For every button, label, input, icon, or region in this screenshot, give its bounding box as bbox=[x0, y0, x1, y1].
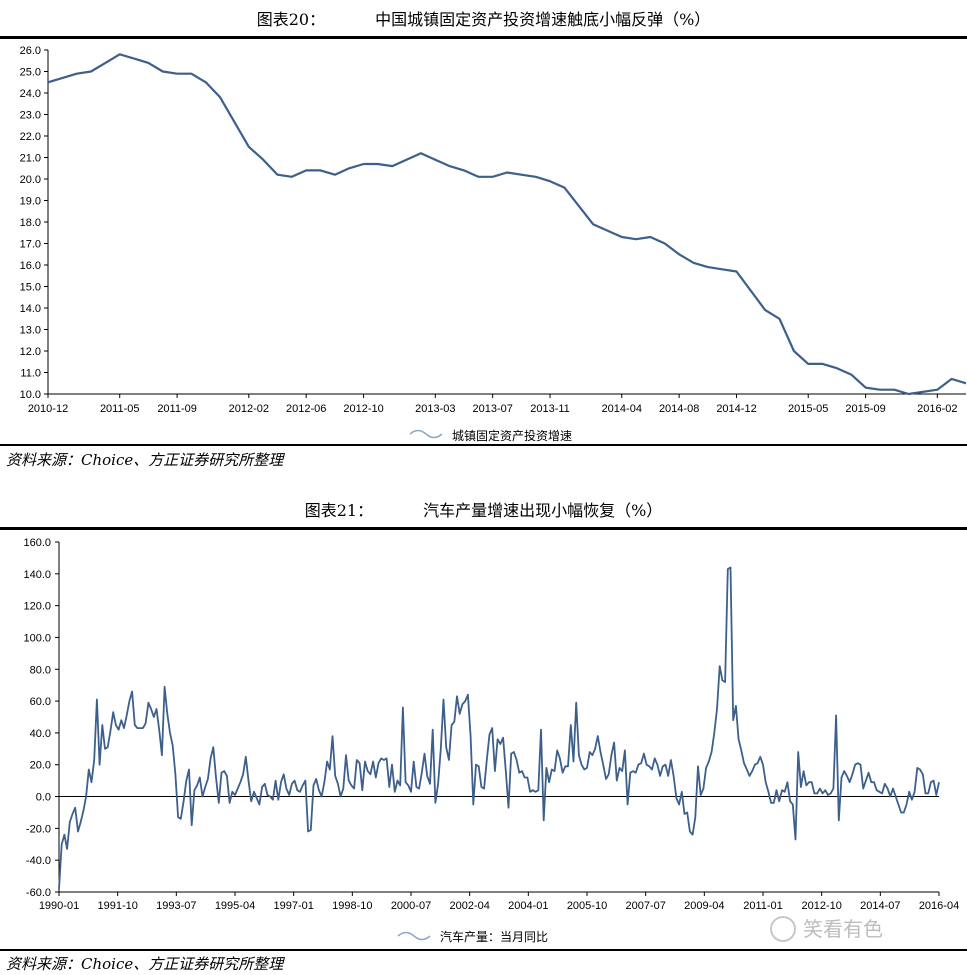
y-tick-label: 20.0 bbox=[20, 174, 41, 186]
x-tick-label: 1998-10 bbox=[332, 900, 372, 912]
x-tick-label: 1991-10 bbox=[97, 900, 137, 912]
x-tick-label: 2013-03 bbox=[415, 403, 455, 415]
y-tick-label: 18.0 bbox=[20, 217, 41, 229]
y-tick-label: -40.0 bbox=[26, 855, 51, 867]
chart1-plot: 10.0 11.0 12.0 13.0 14.0 15.0 16.0 17.0 18.0 19.0… bbox=[20, 45, 967, 443]
y-tick-label: 16.0 bbox=[20, 260, 41, 272]
x-tick-label: 2011-05 bbox=[100, 403, 140, 415]
y-tick-label: 13.0 bbox=[20, 325, 41, 337]
chart1-title-text: 中国城镇固定资产投资增速触底小幅反弹（%） bbox=[375, 10, 711, 29]
x-tick-label: 1990-01 bbox=[39, 900, 79, 912]
legend-label: 城镇固定资产投资增速 bbox=[452, 428, 572, 443]
y-tick-label: 140.0 bbox=[23, 569, 51, 581]
y-tick-label: 17.0 bbox=[20, 239, 41, 251]
y-tick-label: 20.0 bbox=[30, 760, 51, 772]
y-tick-label: 120.0 bbox=[23, 601, 51, 613]
x-tick-label: 1995-04 bbox=[215, 900, 255, 912]
y-tick-label: 60.0 bbox=[30, 696, 51, 708]
legend-swatch bbox=[397, 931, 431, 941]
legend-swatch bbox=[409, 429, 443, 439]
series-line bbox=[47, 53, 967, 396]
y-tick-label: 10.0 bbox=[20, 389, 41, 401]
y-tick-label: -60.0 bbox=[26, 887, 51, 899]
x-tick-label: 2011-01 bbox=[743, 900, 783, 912]
x-tick-label: 2013-07 bbox=[472, 403, 512, 415]
x-tick-label: 2000-07 bbox=[391, 900, 431, 912]
y-tick-label: -20.0 bbox=[26, 823, 51, 835]
y-tick-label: 100.0 bbox=[23, 632, 51, 644]
x-tick-label: 2014-08 bbox=[659, 403, 699, 415]
x-tick-label: 2014-12 bbox=[716, 403, 756, 415]
x-tick-label: 2004-01 bbox=[508, 900, 548, 912]
x-tick-label: 2013-11 bbox=[530, 403, 570, 415]
y-tick-label: 23.0 bbox=[20, 110, 41, 122]
chart1-top-rule bbox=[0, 36, 967, 39]
x-tick-label: 2002-04 bbox=[449, 900, 489, 912]
x-tick-label: 2012-06 bbox=[286, 403, 326, 415]
y-tick-label: 12.0 bbox=[20, 346, 41, 358]
y-tick-label: 160.0 bbox=[23, 537, 51, 549]
chart1-title: 图表20： 中国城镇固定资产投资增速触底小幅反弹（%） bbox=[0, 6, 967, 30]
chart2-bottom-rule bbox=[0, 949, 967, 951]
x-tick-label: 2005-10 bbox=[567, 900, 607, 912]
y-tick-label: 25.0 bbox=[20, 67, 41, 79]
x-tick-label: 2014-07 bbox=[860, 900, 900, 912]
y-tick-label: 15.0 bbox=[20, 282, 41, 294]
y-tick-label: 14.0 bbox=[20, 303, 41, 315]
x-tick-label: 2012-10 bbox=[801, 900, 841, 912]
chart2-figure-label: 图表21： bbox=[304, 501, 374, 520]
chart1-figure-label: 图表20： bbox=[256, 10, 326, 29]
x-tick-label: 2007-07 bbox=[625, 900, 665, 912]
x-tick-label: 2012-10 bbox=[343, 403, 383, 415]
watermark-logo-icon bbox=[770, 916, 796, 942]
x-tick-label: 2014-04 bbox=[602, 403, 642, 415]
x-tick-label: 2016-04 bbox=[919, 900, 959, 912]
chart2-plot: -60.0 -40.0 -20.0 0.0 20.0 40.0 60.0 80.0 100.0 1… bbox=[23, 537, 959, 944]
x-tick-label: 1997-01 bbox=[273, 900, 313, 912]
y-tick-label: 24.0 bbox=[20, 88, 41, 100]
legend-label: 汽车产量：当月同比 bbox=[440, 929, 548, 944]
y-tick-label: 19.0 bbox=[20, 196, 41, 208]
y-tick-label: 21.0 bbox=[20, 153, 41, 165]
chart1-source: 资料来源：Choice、方正证券研究所整理 bbox=[6, 451, 284, 469]
series-line bbox=[58, 566, 940, 889]
y-tick-label: 11.0 bbox=[20, 368, 41, 380]
y-tick-label: 40.0 bbox=[30, 728, 51, 740]
x-tick-label: 2011-09 bbox=[157, 403, 197, 415]
y-tick-label: 22.0 bbox=[20, 131, 41, 143]
x-tick-label: 2012-02 bbox=[229, 403, 269, 415]
x-tick-label: 2015-05 bbox=[788, 403, 828, 415]
chart1-bottom-rule bbox=[0, 444, 967, 446]
x-tick-label: 2016-02 bbox=[917, 403, 957, 415]
y-tick-label: 26.0 bbox=[20, 45, 41, 57]
chart2-title-text: 汽车产量增速出现小幅恢复（%） bbox=[423, 501, 663, 520]
x-tick-label: 2015-09 bbox=[845, 403, 885, 415]
y-tick-label: 80.0 bbox=[30, 664, 51, 676]
watermark-text: 笑看有色 bbox=[803, 917, 883, 941]
x-tick-label: 1993-07 bbox=[156, 900, 196, 912]
x-tick-label: 2010-12 bbox=[28, 403, 68, 415]
x-tick-label: 2009-04 bbox=[684, 900, 724, 912]
chart2-title: 图表21： 汽车产量增速出现小幅恢复（%） bbox=[0, 497, 967, 521]
y-tick-label: 0.0 bbox=[36, 792, 51, 804]
chart2-source: 资料来源：Choice、方正证券研究所整理 bbox=[6, 955, 284, 973]
chart2-top-rule bbox=[0, 527, 967, 530]
